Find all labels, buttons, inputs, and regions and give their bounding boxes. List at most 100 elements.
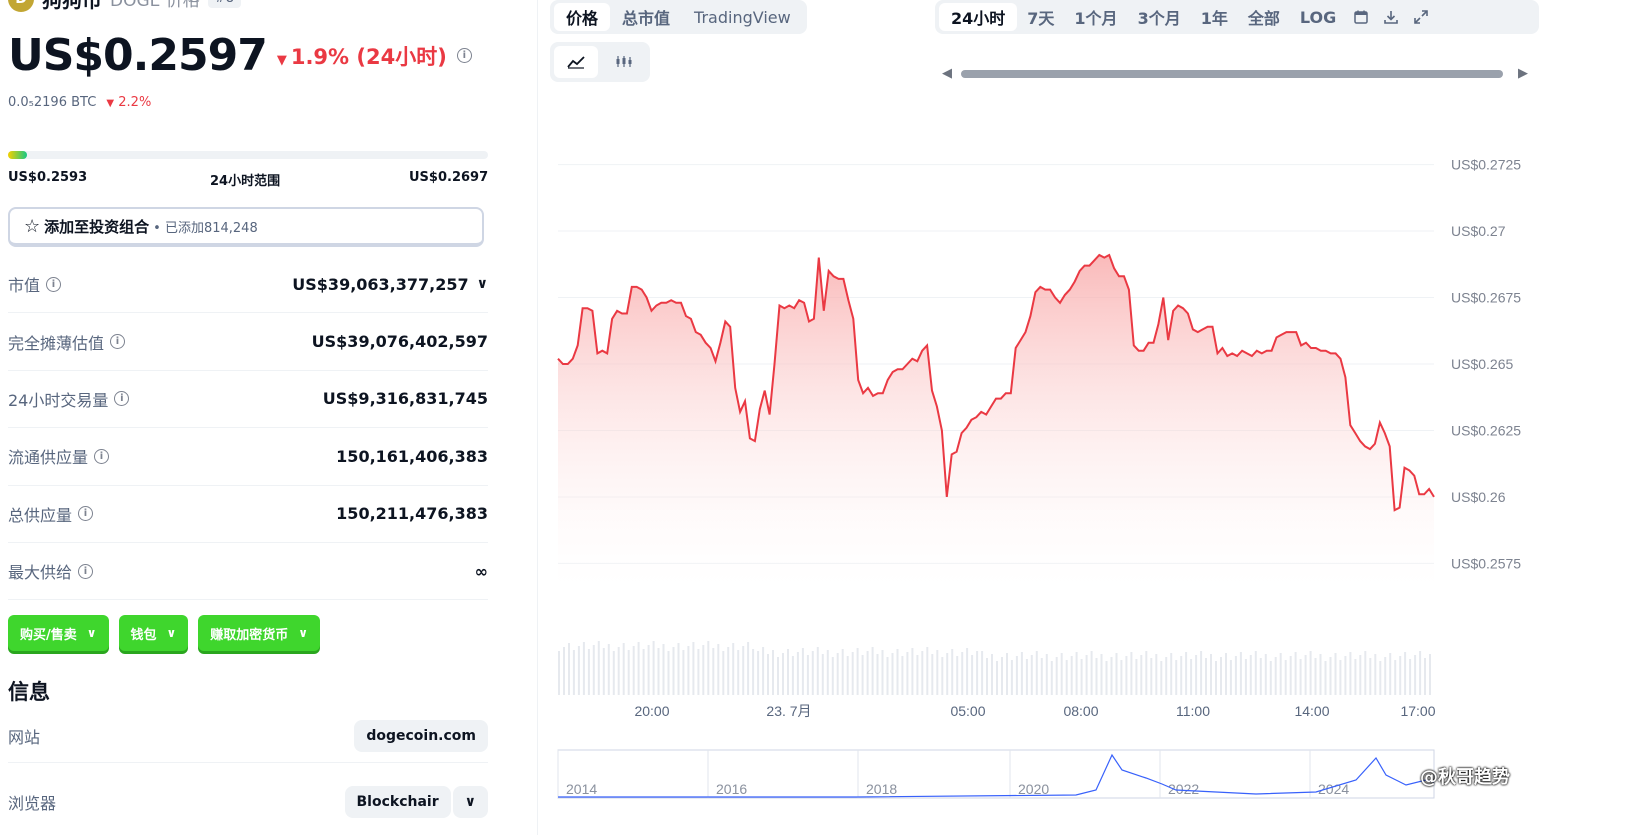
volume-bar <box>1379 661 1382 695</box>
wallet-button[interactable]: 钱包 ∨ <box>118 615 189 651</box>
stat-label-text: 流通供应量 <box>8 448 89 468</box>
tab-all[interactable]: 全部 <box>1247 9 1280 28</box>
volume-bar <box>1001 657 1003 695</box>
tab-3m[interactable]: 3个月 <box>1137 9 1181 28</box>
volume-bar <box>677 643 680 695</box>
volume-bar <box>727 647 730 695</box>
stat-value: US$39,076,402,597 <box>311 332 488 352</box>
explorer-link[interactable]: Blockchair <box>344 786 451 818</box>
volume-bar <box>946 653 949 695</box>
volume-bar <box>926 647 929 695</box>
scroll-right-arrow-icon[interactable]: ▶ <box>1518 66 1528 81</box>
volume-bar <box>702 645 705 695</box>
stat-row-total-supply: 总供应量 i 150,211,476,383 <box>8 486 488 543</box>
chevron-down-icon[interactable]: ∨ <box>476 276 488 293</box>
tab-7d[interactable]: 7天 <box>1027 9 1055 28</box>
volume-bar <box>1294 652 1297 695</box>
volume-bar <box>787 649 789 695</box>
stat-label: 流通供应量 i <box>8 444 110 468</box>
volume-bar <box>806 655 809 695</box>
tab-1y[interactable]: 1年 <box>1200 9 1228 28</box>
y-tick-label: US$0.2675 <box>1451 290 1521 306</box>
line-chart-icon[interactable] <box>554 46 598 78</box>
volume-bar <box>747 642 750 695</box>
price-chart[interactable]: US$0.2725 US$0.27 US$0.2675 US$0.265 US$0.26… <box>556 130 1626 835</box>
volume-bar <box>1115 653 1118 695</box>
star-icon: ☆ <box>24 215 41 237</box>
info-icon[interactable]: i <box>110 334 126 350</box>
earn-crypto-button[interactable]: 赚取加密货币 ∨ <box>198 615 321 651</box>
price-area-fill <box>558 255 1434 590</box>
volume-bar <box>602 648 605 695</box>
info-icon[interactable]: i <box>456 48 472 63</box>
stats-list: 市值 i US$39,063,377,257 ∨ 完全摊薄估值 i US$39,076… <box>8 256 488 601</box>
volume-bar <box>672 647 675 695</box>
volume-bar <box>936 650 939 695</box>
volume-bar <box>1070 656 1073 695</box>
tab-1m[interactable]: 1个月 <box>1074 9 1118 28</box>
buy-sell-button[interactable]: 购买/售卖 ∨ <box>8 615 109 651</box>
x-tick-label: 08:00 <box>1063 703 1098 719</box>
volume-bar <box>1349 652 1352 695</box>
volume-bar <box>1190 659 1193 695</box>
volume-bar <box>991 654 993 695</box>
volume-bar <box>572 650 575 695</box>
add-to-portfolio-button[interactable]: ☆ 添加至投资组合 • 已添加814,248 <box>8 207 484 247</box>
volume-bar <box>1160 661 1163 695</box>
website-row: 网站 dogecoin.com <box>8 720 488 763</box>
stat-row-fdv: 完全摊薄估值 i US$39,076,402,597 <box>8 313 488 371</box>
portfolio-label: 添加至投资组合 <box>44 217 150 236</box>
info-icon[interactable]: i <box>46 276 62 292</box>
volume-bar <box>1015 656 1018 695</box>
candlestick-icon[interactable] <box>602 46 646 78</box>
y-axis-labels: US$0.2725 US$0.27 US$0.2675 US$0.265 US$0.26… <box>1451 157 1521 572</box>
volume-bar <box>1389 653 1392 695</box>
chart-scrollbar[interactable]: ◀ ▶ <box>940 66 1530 82</box>
down-triangle-icon: ▼ <box>276 52 287 68</box>
volume-bar <box>951 649 954 695</box>
stat-row-volume: 24小时交易量 i US$9,316,831,745 <box>8 371 488 429</box>
info-icon[interactable]: i <box>78 506 94 522</box>
explorer-row: 浏览器 Blockchair ∨ <box>8 786 488 818</box>
volume-bar <box>1384 657 1387 695</box>
price-row: US$0.2597 ▼ 1.9% (24小时) i <box>8 30 472 81</box>
btc-price-row: 0.0₅2196 BTC ▼ 2.2% <box>8 95 151 110</box>
stat-label-text: 完全摊薄估值 <box>8 333 105 353</box>
tab-price[interactable]: 价格 <box>554 3 611 31</box>
volume-bar <box>986 658 988 695</box>
btc-change: ▼ 2.2% <box>106 95 151 110</box>
volume-bar <box>662 644 665 695</box>
website-link[interactable]: dogecoin.com <box>354 720 488 752</box>
y-tick-label: US$0.265 <box>1451 356 1513 372</box>
volume-bar <box>1135 659 1138 695</box>
coin-symbol: DOGE 价格 <box>110 0 200 11</box>
volume-bar <box>881 650 884 695</box>
tab-log[interactable]: LOG <box>1299 7 1337 27</box>
expand-icon[interactable] <box>1406 3 1436 31</box>
volume-bar <box>563 647 565 695</box>
volume-bar <box>667 651 670 695</box>
info-icon[interactable]: i <box>78 563 94 579</box>
tab-tradingview[interactable]: TradingView <box>694 7 791 27</box>
volume-bar <box>1424 658 1426 695</box>
download-icon[interactable] <box>1376 3 1406 31</box>
info-icon[interactable]: i <box>94 448 110 464</box>
volume-bar <box>1279 653 1282 695</box>
volume-bar <box>826 650 829 695</box>
buy-sell-label: 购买/售卖 <box>20 627 77 643</box>
info-icon[interactable]: i <box>114 391 130 407</box>
scrollbar-thumb[interactable] <box>961 70 1503 78</box>
tab-market-cap[interactable]: 总市值 <box>622 9 671 28</box>
chevron-down-icon[interactable]: ∨ <box>452 786 488 818</box>
calendar-icon[interactable] <box>1346 3 1376 31</box>
volume-bar <box>1244 659 1247 695</box>
stat-row-market-cap[interactable]: 市值 i US$39,063,377,257 ∨ <box>8 256 488 314</box>
volume-bar <box>1175 660 1178 695</box>
range-low: US$0.2593 <box>8 170 88 185</box>
volume-bar <box>831 657 834 695</box>
price-chart-svg[interactable]: US$0.2725 US$0.27 US$0.2675 US$0.265 US$0.26… <box>556 130 1626 835</box>
tab-24h[interactable]: 24小时 <box>939 3 1018 31</box>
scroll-left-arrow-icon[interactable]: ◀ <box>942 66 952 81</box>
stat-label: 总供应量 i <box>8 502 94 526</box>
stat-label: 市值 i <box>8 272 62 296</box>
